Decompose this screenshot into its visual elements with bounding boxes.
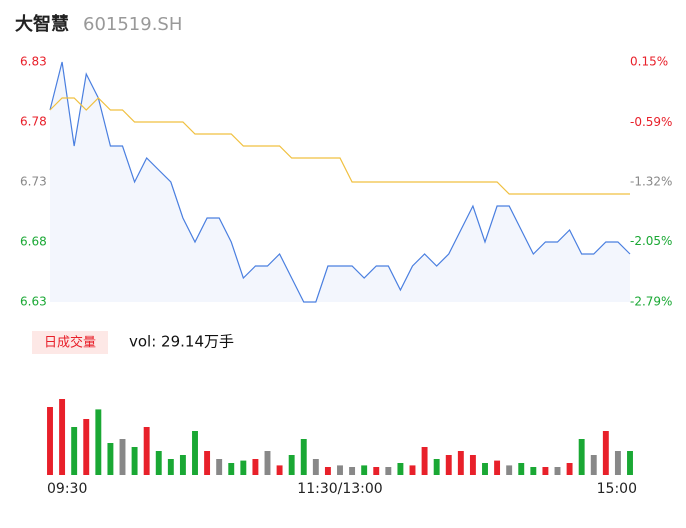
y-tick-label: 6.83: [20, 55, 47, 69]
volume-bar: [240, 460, 247, 475]
y2-tick-label: -0.59%: [630, 115, 672, 129]
volume-title-bg: [32, 331, 108, 354]
volume-bar: [373, 467, 380, 475]
y-tick-label: 6.78: [20, 115, 47, 129]
volume-bar: [47, 407, 53, 475]
volume-title: 日成交量: [44, 335, 96, 351]
line-average: [49, 97, 630, 195]
volume-bar: [324, 467, 331, 475]
volume-bar: [397, 463, 404, 475]
volume-bar: [554, 467, 561, 475]
volume-bar: [204, 451, 211, 475]
volume-bar: [361, 465, 368, 475]
volume-bar: [482, 463, 488, 475]
volume-bar: [494, 460, 501, 475]
volume-bar: [264, 451, 271, 475]
y2-tick-label: -2.05%: [630, 234, 672, 248]
volume-bar: [119, 439, 126, 475]
y-tick-label: 6.68: [20, 235, 47, 249]
volume-bar: [349, 467, 356, 475]
volume-bar: [216, 459, 223, 475]
volume-bar: [300, 439, 307, 475]
volume-bar: [192, 431, 198, 475]
volume-bar: [337, 465, 343, 475]
volume-bar: [143, 427, 150, 475]
volume-bar: [252, 459, 259, 475]
y-tick-label: 6.63: [20, 295, 47, 309]
volume-bar: [518, 463, 525, 475]
volume-bar: [578, 439, 585, 475]
x-tick-label: 11:30/13:00: [297, 481, 382, 497]
volume-bar: [457, 451, 464, 475]
volume-bar: [542, 467, 549, 475]
volume-bar: [530, 467, 537, 475]
volume-bar: [312, 459, 319, 475]
stock-name: 大智慧: [15, 13, 69, 35]
volume-bar: [276, 465, 283, 475]
volume-bar: [602, 431, 609, 475]
volume-bar: [131, 447, 138, 475]
volume-bar: [59, 399, 66, 475]
volume-bar: [155, 451, 162, 475]
volume-bar: [71, 427, 78, 475]
volume-bar: [469, 455, 476, 475]
volume-bar: [627, 451, 633, 475]
volume-bar: [445, 455, 452, 475]
volume-total: vol: 29.14万手: [129, 333, 234, 351]
volume-bar: [590, 455, 597, 475]
x-tick-label: 15:00: [597, 481, 637, 497]
volume-bar: [95, 409, 102, 475]
y2-tick-label: 0.15%: [630, 55, 668, 69]
volume-bar: [228, 463, 235, 475]
volume-bar: [167, 459, 174, 475]
volume-bar: [614, 451, 621, 475]
line-price: [49, 61, 631, 303]
volume-bar: [288, 455, 295, 475]
volume-bar: [409, 465, 416, 475]
stock-code: 601519.SH: [83, 14, 182, 35]
volume-bar: [433, 459, 440, 475]
volume-bar: [385, 467, 392, 475]
volume-bar: [421, 447, 428, 475]
volume-bar: [566, 463, 573, 475]
y-tick-label: 6.73: [20, 175, 47, 189]
y2-tick-label: -2.79%: [630, 295, 672, 309]
x-tick-label: 09:30: [47, 481, 87, 497]
volume-bar: [506, 465, 513, 475]
y2-tick-label: -1.32%: [630, 175, 672, 189]
volume-bar: [83, 419, 90, 475]
volume-bar: [179, 455, 186, 475]
volume-bar: [107, 443, 114, 475]
